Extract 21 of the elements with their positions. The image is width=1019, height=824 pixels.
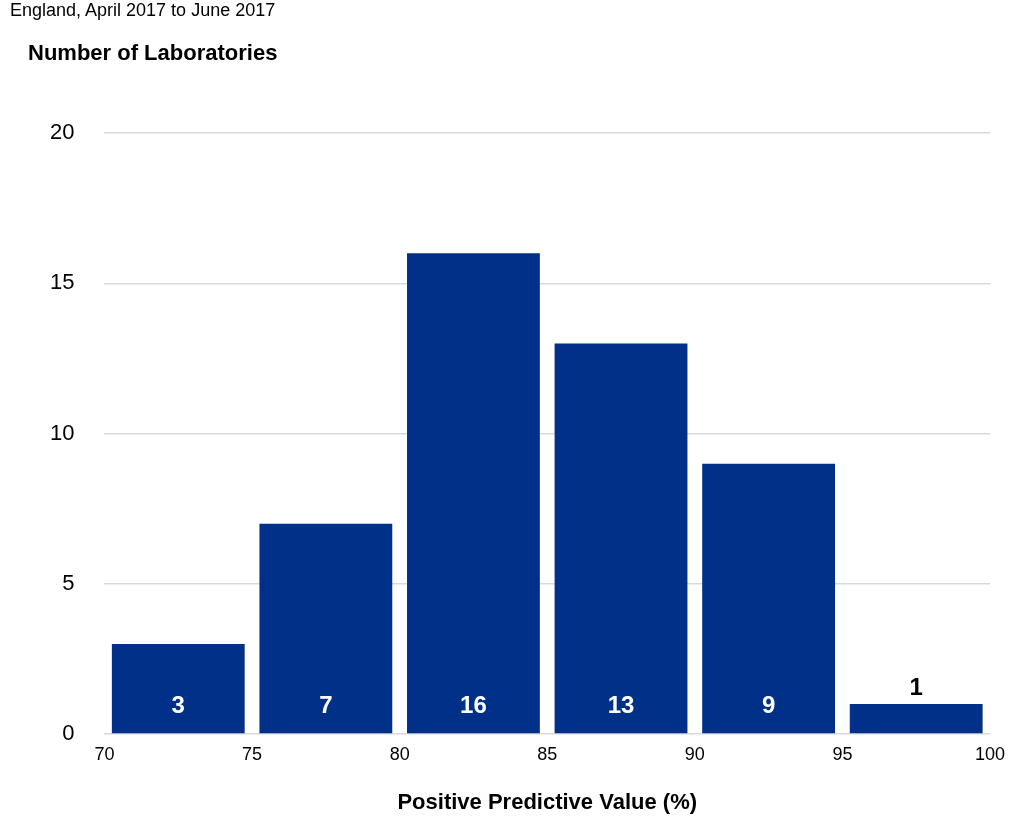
x-tick-label: 100 [974,743,1006,764]
data-label: 1 [909,672,923,700]
y-tick-label: 0 [62,720,75,746]
chart-subtitle: England, April 2017 to June 2017 [10,0,276,21]
y-tick-label: 10 [49,419,75,445]
y-tick-label: 5 [62,569,75,595]
data-label: 7 [319,690,333,718]
data-label: 9 [761,690,776,718]
x-tick-label: 85 [537,743,558,764]
x-axis-title: Positive Predictive Value (%) [397,788,698,814]
x-tick-label: 90 [684,743,705,764]
data-label: 16 [460,690,487,718]
x-tick-label: 95 [832,743,853,764]
x-tick-label: 70 [94,743,115,764]
y-tick-label: 20 [49,119,75,145]
data-label: 13 [607,690,635,718]
data-label: 3 [171,690,185,718]
y-axis-title: Number of Laboratories [28,40,278,66]
x-tick-label: 80 [389,743,410,764]
y-tick-label: 15 [49,269,75,295]
x-tick-label: 75 [242,743,263,764]
